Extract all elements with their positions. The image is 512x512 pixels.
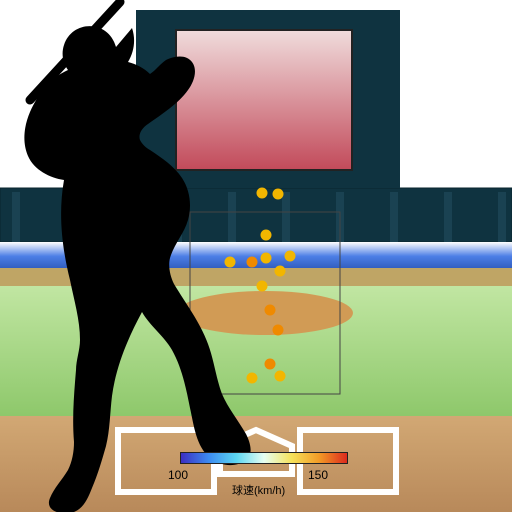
pitch-marker: [275, 266, 286, 277]
pitch-marker: [285, 251, 296, 262]
pitch-marker: [261, 230, 272, 241]
pitch-marker: [275, 371, 286, 382]
pitch-marker: [265, 305, 276, 316]
pitch-marker: [257, 281, 268, 292]
legend-label: 球速(km/h): [232, 482, 285, 498]
pitch-marker: [273, 325, 284, 336]
pitch-marker: [265, 359, 276, 370]
legend-tick: 100: [168, 468, 188, 482]
pitch-marker: [261, 253, 272, 264]
speed-legend: [180, 452, 348, 464]
pitch-marker: [273, 189, 284, 200]
stadium-scene: [0, 0, 512, 512]
pitch-chart: 100 150 球速(km/h): [0, 0, 512, 512]
pitch-marker: [247, 373, 258, 384]
pitch-marker: [257, 188, 268, 199]
pitch-marker: [247, 257, 258, 268]
legend-tick: 150: [308, 468, 328, 482]
pitch-marker: [225, 257, 236, 268]
